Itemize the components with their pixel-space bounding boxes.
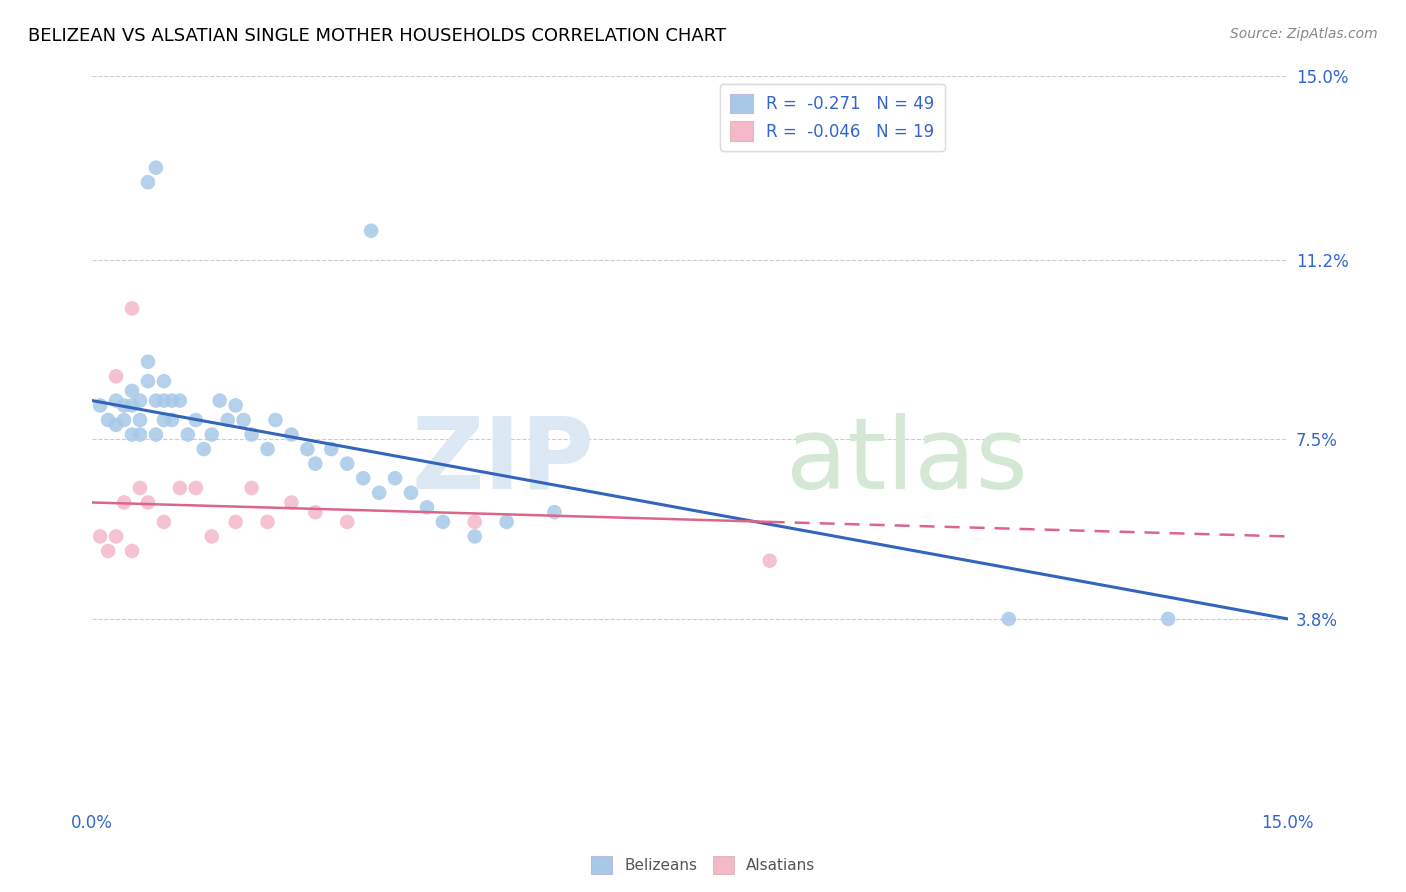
Point <box>121 301 143 316</box>
Point <box>153 374 176 388</box>
Point <box>145 427 167 442</box>
Point <box>304 457 326 471</box>
Point <box>121 544 143 558</box>
Point <box>368 485 391 500</box>
Point <box>136 175 159 189</box>
Point <box>153 515 176 529</box>
Point <box>232 413 254 427</box>
Point <box>105 393 128 408</box>
Point <box>112 413 135 427</box>
Point <box>997 612 1019 626</box>
Text: ZIP: ZIP <box>412 413 595 509</box>
Point <box>136 374 159 388</box>
Point <box>89 399 111 413</box>
Point <box>121 427 143 442</box>
Point <box>97 544 120 558</box>
Point <box>336 457 359 471</box>
Point <box>145 161 167 175</box>
Point <box>352 471 374 485</box>
Text: BELIZEAN VS ALSATIAN SINGLE MOTHER HOUSEHOLDS CORRELATION CHART: BELIZEAN VS ALSATIAN SINGLE MOTHER HOUSE… <box>28 27 727 45</box>
Point <box>153 393 176 408</box>
Legend: Belizeans, Alsatians: Belizeans, Alsatians <box>585 850 821 880</box>
Point <box>464 529 486 543</box>
Point <box>129 427 152 442</box>
Point <box>160 413 183 427</box>
Point <box>495 515 517 529</box>
Point <box>225 399 247 413</box>
Point <box>105 369 128 384</box>
Point <box>399 485 422 500</box>
Point <box>297 442 319 456</box>
Text: atlas: atlas <box>786 413 1028 509</box>
Point <box>240 427 263 442</box>
Point <box>758 554 780 568</box>
Point <box>105 529 128 543</box>
Point <box>280 427 302 442</box>
Point <box>97 413 120 427</box>
Point <box>201 427 224 442</box>
Point <box>280 495 302 509</box>
Point <box>184 481 207 495</box>
Legend: R =  -0.271   N = 49, R =  -0.046   N = 19: R = -0.271 N = 49, R = -0.046 N = 19 <box>720 84 945 151</box>
Point <box>432 515 454 529</box>
Point <box>256 442 278 456</box>
Point <box>225 515 247 529</box>
Point <box>193 442 215 456</box>
Point <box>384 471 406 485</box>
Point <box>89 529 111 543</box>
Point <box>217 413 239 427</box>
Point <box>256 515 278 529</box>
Point <box>304 505 326 519</box>
Point <box>169 393 191 408</box>
Point <box>464 515 486 529</box>
Point <box>360 224 382 238</box>
Point <box>1157 612 1180 626</box>
Point <box>177 427 200 442</box>
Point <box>121 384 143 398</box>
Point <box>208 393 231 408</box>
Point <box>112 399 135 413</box>
Point <box>264 413 287 427</box>
Point <box>129 393 152 408</box>
Point <box>129 413 152 427</box>
Point <box>136 495 159 509</box>
Point <box>240 481 263 495</box>
Point <box>321 442 343 456</box>
Point <box>112 495 135 509</box>
Point <box>105 417 128 432</box>
Point <box>416 500 439 515</box>
Point <box>201 529 224 543</box>
Point <box>169 481 191 495</box>
Point <box>136 355 159 369</box>
Text: Source: ZipAtlas.com: Source: ZipAtlas.com <box>1230 27 1378 41</box>
Point <box>129 481 152 495</box>
Point <box>153 413 176 427</box>
Point <box>543 505 565 519</box>
Point <box>184 413 207 427</box>
Point <box>145 393 167 408</box>
Point <box>336 515 359 529</box>
Point <box>121 399 143 413</box>
Point <box>160 393 183 408</box>
